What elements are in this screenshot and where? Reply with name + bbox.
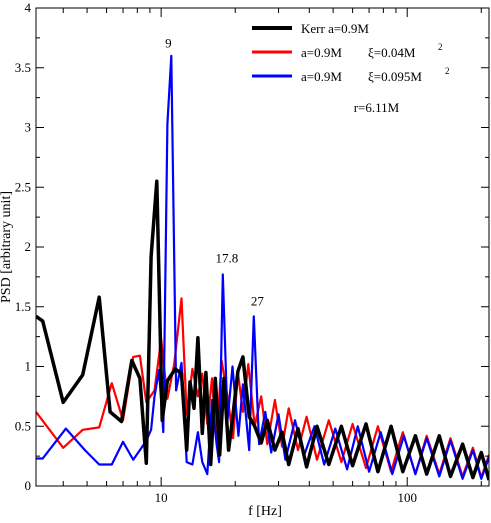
legend-param-xi-004: ξ=0.04M — [368, 45, 416, 60]
y-tick-label: 3 — [25, 120, 32, 135]
annotation-label: 27 — [251, 294, 265, 309]
series-kerr-line — [36, 179, 489, 481]
y-tick-label: 0 — [25, 478, 32, 493]
legend-param-xi-0095: ξ=0.095M — [368, 69, 422, 84]
series-layer — [36, 54, 489, 481]
legend-label-xi-0095: a=0.9M — [301, 69, 342, 84]
annotation-label: 17.8 — [216, 251, 239, 266]
ticks-layer: 0 0.5 1 1.5 2 2.5 3 3.5 4 10 100 — [15, 0, 489, 505]
y-tick-label: 2 — [25, 239, 32, 254]
series-xi-0095-line — [36, 54, 489, 480]
annotation-label: r=6.11M — [354, 100, 400, 115]
y-tick-label: 0.5 — [15, 418, 31, 433]
x-tick-label: 10 — [155, 490, 168, 505]
legend-sup-xi-004: 2 — [438, 42, 443, 52]
legend: Kerr a=0.9M a=0.9M ξ=0.04M 2 a=0.9M ξ=0.… — [252, 21, 450, 84]
x-tick-label: 100 — [397, 490, 417, 505]
y-axis-label: PSD [arbitrary unit] — [0, 191, 14, 303]
x-axis-label: f [Hz] — [248, 504, 282, 519]
y-tick-label: 2.5 — [15, 179, 31, 194]
annotation-layer: 9 17.8 27 r=6.11M — [165, 35, 400, 308]
y-tick-label: 3.5 — [15, 60, 31, 75]
y-tick-label: 4 — [25, 0, 32, 15]
legend-sup-xi-0095: 2 — [445, 66, 450, 76]
legend-label-kerr: Kerr a=0.9M — [301, 21, 369, 36]
annotation-label: 9 — [165, 35, 172, 50]
legend-label-xi-004: a=0.9M — [301, 45, 342, 60]
y-tick-label: 1 — [25, 359, 32, 374]
y-tick-label: 1.5 — [15, 299, 31, 314]
